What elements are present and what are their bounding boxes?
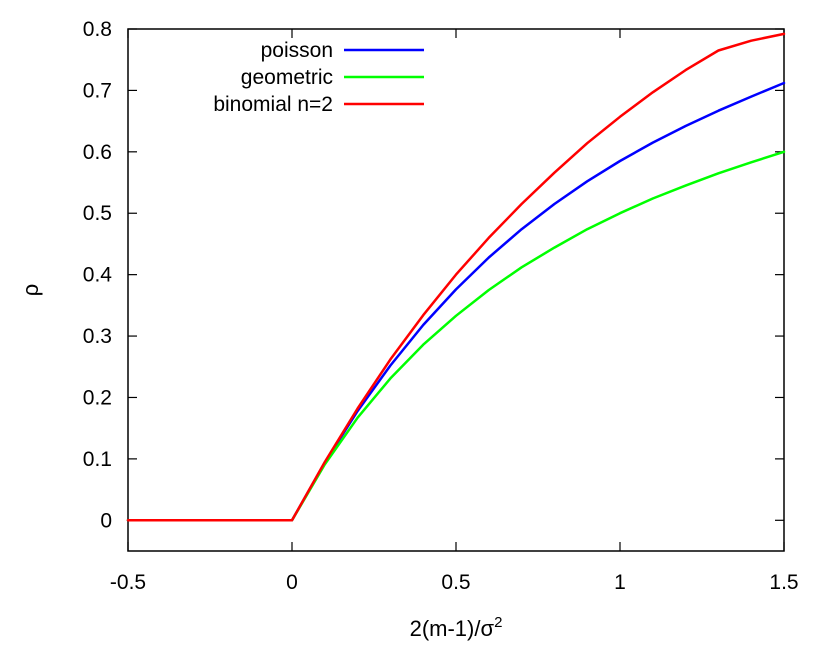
- series-line-0: [126, 81, 786, 522]
- y-tick-label: 0.1: [83, 448, 112, 471]
- legend-label: binomial n=2: [213, 93, 333, 116]
- y-tick-label: 0.3: [83, 325, 112, 348]
- y-tick-label: 0: [100, 509, 112, 532]
- x-tick-label: 1: [614, 571, 626, 594]
- y-tick-label: 0.2: [83, 386, 112, 409]
- series-line-1: [126, 150, 786, 522]
- legend: poisson geometric binomial n=2: [213, 39, 424, 116]
- x-axis-label: 2(m-1)/σ2: [410, 614, 503, 641]
- legend-label: poisson: [261, 39, 333, 62]
- y-tick-label: 0.4: [83, 264, 113, 287]
- y-tick-label: 0.6: [83, 141, 112, 164]
- x-tick-label: -0.5: [110, 571, 146, 594]
- x-tick-label: 0: [286, 571, 298, 594]
- series-lines: [126, 32, 786, 522]
- x-tick-label: 0.5: [441, 571, 470, 594]
- x-axis-label-superscript: 2: [494, 614, 502, 631]
- y-tick-label: 0.7: [83, 79, 112, 102]
- x-tick-label: 1.5: [769, 571, 798, 594]
- tick-labels: -0.5 0 0.5 1 1.5 0 0.1 0.2 0.3 0.4 0.5 0.6 0.7 0.8: [83, 18, 799, 594]
- y-tick-label: 0.5: [83, 202, 112, 225]
- y-tick-label: 0.8: [83, 18, 112, 41]
- y-axis-label: ρ: [18, 284, 43, 297]
- legend-label: geometric: [241, 66, 333, 89]
- series-line-2: [126, 32, 786, 522]
